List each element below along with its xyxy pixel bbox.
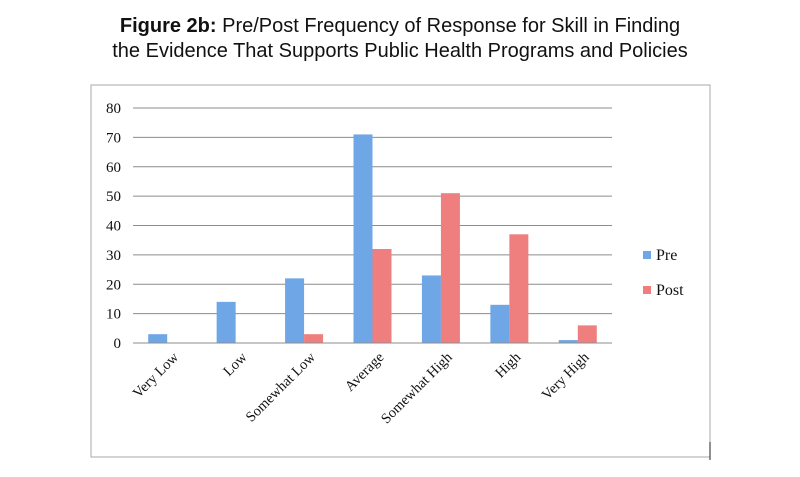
y-tick-label: 50 (106, 189, 121, 205)
y-tick-label: 80 (106, 101, 121, 117)
y-tick-label: 60 (106, 160, 121, 176)
y-tick-label: 0 (114, 336, 122, 352)
bar-post-high (509, 234, 529, 343)
bar-pre-very-high (558, 340, 578, 343)
x-category-label: Average (342, 350, 387, 395)
bar-post-average (372, 249, 392, 343)
x-category-label: Very High (539, 349, 593, 403)
legend-swatch-post (643, 286, 651, 294)
x-category-label: Very Low (130, 349, 182, 401)
title-line-1: Figure 2b: Pre/Post Frequency of Respons… (0, 14, 800, 39)
legend: Pre Post (643, 247, 684, 299)
title-text-1: Pre/Post Frequency of Response for Skill… (222, 15, 681, 37)
bar-pre-average (353, 134, 373, 343)
chart-frame (90, 84, 711, 458)
bar-pre-very-low (148, 334, 168, 343)
y-tick-label: 40 (106, 219, 121, 235)
bar-post-somewhat-low (304, 334, 324, 343)
bar-pre-somewhat-low (285, 278, 305, 343)
legend-label-post: Post (656, 282, 684, 299)
bar-post-somewhat-high (440, 193, 460, 343)
bars (148, 134, 597, 343)
y-tick-label: 70 (106, 130, 121, 146)
legend-label-pre: Pre (656, 247, 677, 264)
chart-title: Figure 2b: Pre/Post Frequency of Respons… (0, 14, 800, 64)
bar-pre-high (490, 304, 510, 343)
x-category-label: Somewhat Low (243, 349, 319, 425)
x-category-label: Low (220, 349, 250, 379)
legend-swatch-pre (643, 251, 651, 259)
y-tick-label: 10 (106, 307, 121, 323)
bar-pre-somewhat-high (421, 275, 441, 343)
title-line-2: the Evidence That Supports Public Health… (112, 40, 688, 62)
y-axis-ticks: 0 10 20 30 40 50 60 70 80 (106, 101, 121, 352)
bar-post-very-high (577, 325, 597, 343)
figure-label: Figure 2b: (119, 15, 217, 37)
bar-pre-low (216, 301, 236, 343)
x-category-label: High (492, 349, 524, 381)
x-category-label: Somewhat High (378, 349, 456, 427)
y-tick-label: 20 (106, 277, 121, 293)
y-tick-label: 30 (106, 248, 121, 264)
